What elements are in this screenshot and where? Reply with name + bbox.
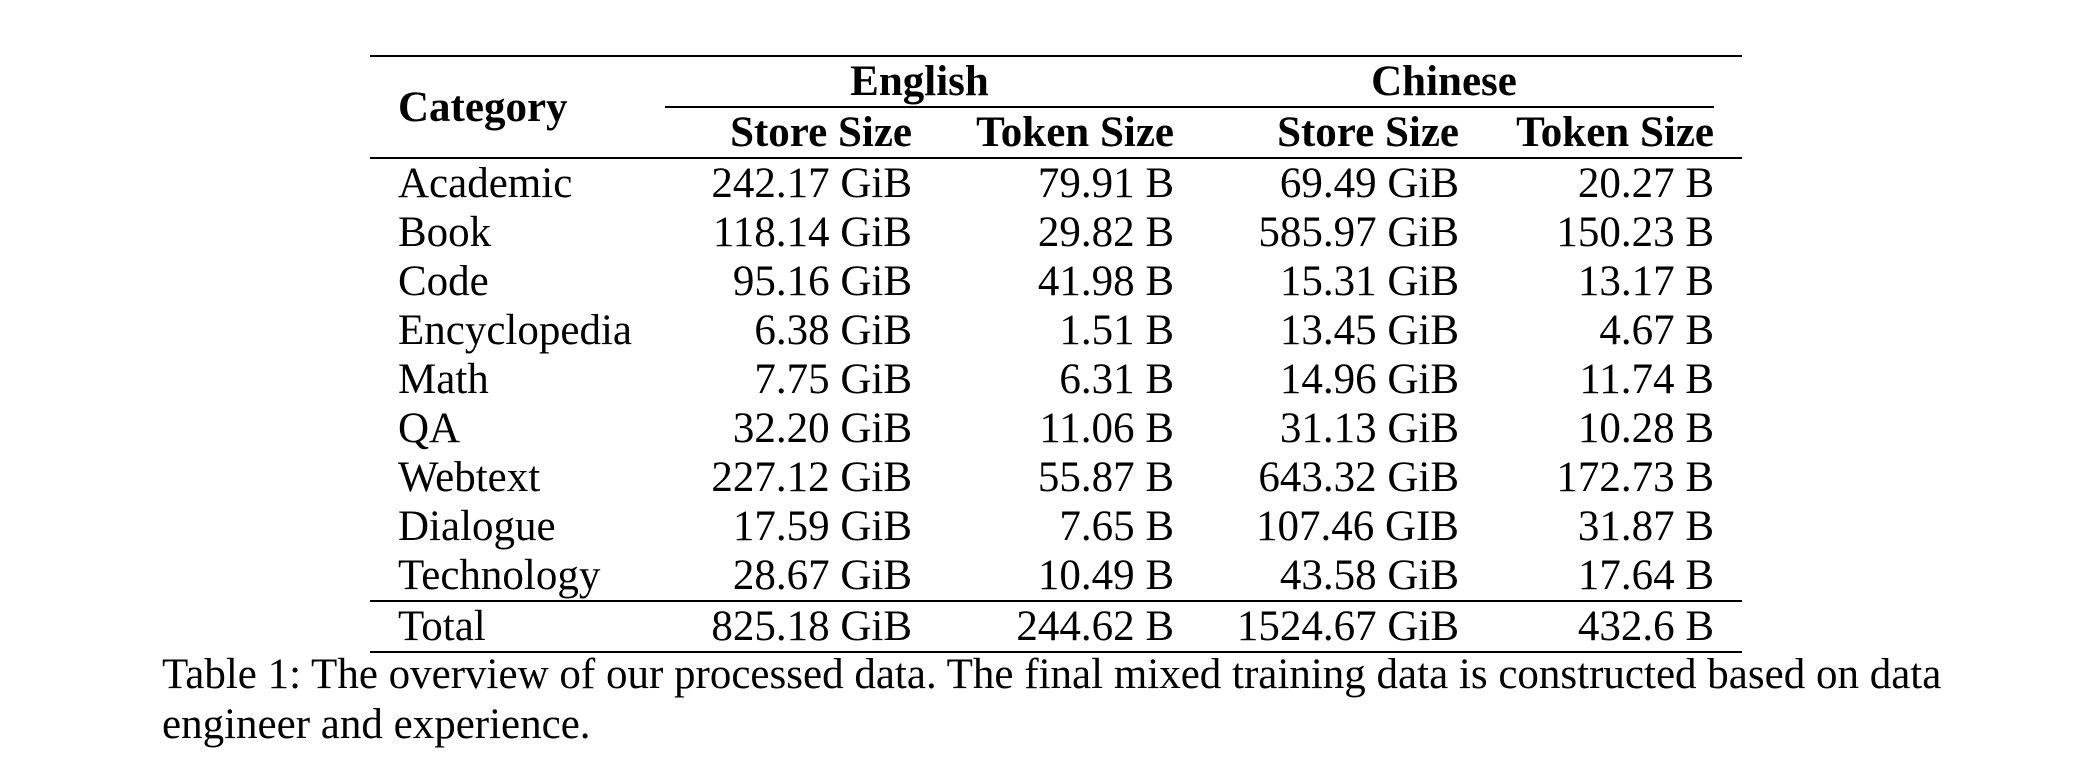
header-row-subheaders: Store Size Token Size Store Size Token S…	[370, 106, 1742, 159]
cell-english-store-size: 242.17 GiB	[711, 160, 912, 207]
cell-english-store-size: 6.38 GiB	[754, 307, 912, 354]
table-caption: Table 1: The overview of our processed d…	[162, 651, 1942, 748]
cell-english-store-size: 227.12 GiB	[711, 454, 912, 501]
row-pad-cell	[1714, 551, 1742, 601]
table-row: Technology 28.67 GiB 10.49 B 43.58 GiB 17.64…	[370, 551, 1742, 601]
cell-english-store-size: 17.59 GiB	[732, 503, 912, 550]
cell-chinese-store-size: 31.13 GiB	[1279, 405, 1459, 452]
table-row: Math 7.75 GiB 6.31 B 14.96 GiB 11.74 B	[370, 355, 1742, 404]
cell-category: Dialogue	[398, 503, 556, 550]
row-pad-cell	[1714, 453, 1742, 502]
table-body: Academic 242.17 GiB 79.91 B 69.49 GiB 20.27 …	[370, 158, 1742, 653]
cell-english-token-size: 1.51 B	[1059, 307, 1174, 354]
row-pad-cell	[1714, 306, 1742, 355]
row-pad-cell	[1714, 158, 1742, 208]
cell-chinese-token-size: 11.74 B	[1579, 356, 1714, 403]
subheader-english-store-size: Store Size	[665, 106, 912, 159]
cell-english-store-size: 28.67 GiB	[732, 552, 912, 599]
cell-chinese-store-size: 43.58 GiB	[1279, 552, 1459, 599]
cell-chinese-token-size: 31.87 B	[1577, 503, 1714, 550]
cell-chinese-store-size: 107.46 GIB	[1255, 503, 1459, 550]
cell-category: Total	[370, 600, 665, 653]
cell-english-token-size: 10.49 B	[1037, 552, 1174, 599]
cell-english-store-size: 118.14 GiB	[712, 209, 912, 256]
group-header-english: English	[665, 55, 1174, 107]
cell-english-store-size: 7.75 GiB	[754, 356, 912, 403]
cell-chinese-store-size: 585.97 GiB	[1258, 209, 1459, 256]
cell-chinese-token-size: 10.28 B	[1577, 405, 1714, 452]
cell-chinese-token-size: 4.67 B	[1599, 307, 1714, 354]
cell-english-token-size: 79.91 B	[1037, 160, 1174, 207]
cell-english-token-size: 55.87 B	[1037, 454, 1174, 501]
row-pad-cell	[1714, 257, 1742, 306]
cell-chinese-store-size: 643.32 GiB	[1258, 454, 1459, 501]
cell-english-token-size: 29.82 B	[1037, 209, 1174, 256]
cell-category: Book	[398, 209, 492, 256]
cell-english-store-size: 32.20 GiB	[732, 405, 912, 452]
cell-english-token-size: 244.62 B	[912, 600, 1174, 653]
table-row: Academic 242.17 GiB 79.91 B 69.49 GiB 20.27 …	[370, 158, 1742, 208]
cell-chinese-token-size: 20.27 B	[1577, 160, 1714, 207]
row-pad-cell	[1714, 600, 1742, 653]
row-pad-cell	[1714, 404, 1742, 453]
row-pad-cell	[1714, 355, 1742, 404]
cell-category: Encyclopedia	[398, 307, 633, 354]
subheader-chinese-token-size: Token Size	[1459, 106, 1714, 159]
table-row: Code 95.16 GiB 41.98 B 15.31 GiB 13.17 B	[370, 257, 1742, 306]
subheader-english-token-size: Token Size	[912, 106, 1174, 159]
cell-chinese-token-size: 172.73 B	[1556, 454, 1714, 501]
header-pad-cell	[1714, 107, 1742, 159]
cell-chinese-store-size: 1524.67 GiB	[1174, 600, 1459, 653]
cell-english-token-size: 41.98 B	[1037, 258, 1174, 305]
cell-english-store-size: 95.16 GiB	[732, 258, 912, 305]
table-row: Book 118.14 GiB 29.82 B 585.97 GiB 150.23 B	[370, 208, 1742, 257]
cell-category: Webtext	[398, 454, 541, 501]
cell-category: Code	[398, 258, 489, 305]
cell-category: Technology	[398, 552, 601, 599]
cell-english-store-size: 825.18 GiB	[665, 600, 912, 653]
cell-chinese-token-size: 13.17 B	[1577, 258, 1714, 305]
data-table: Category English Chinese Store Size Toke…	[370, 55, 1742, 653]
cell-chinese-token-size: 17.64 B	[1577, 552, 1714, 599]
cell-english-token-size: 11.06 B	[1039, 405, 1174, 452]
total-row: Total 825.18 GiB 244.62 B 1524.67 GiB 432.6 …	[370, 600, 1742, 653]
header-row-groups: Category English Chinese	[370, 55, 1742, 159]
header-pad-cell	[1714, 55, 1742, 107]
cell-chinese-token-size: 432.6 B	[1459, 600, 1714, 653]
category-header: Category	[370, 55, 665, 159]
cell-chinese-store-size: 13.45 GiB	[1279, 307, 1459, 354]
cell-category: Academic	[398, 160, 573, 207]
cell-chinese-store-size: 14.96 GiB	[1279, 356, 1459, 403]
row-pad-cell	[1714, 208, 1742, 257]
row-pad-cell	[1714, 502, 1742, 551]
table-row: QA 32.20 GiB 11.06 B 31.13 GiB 10.28 B	[370, 404, 1742, 453]
table-row: Encyclopedia 6.38 GiB 1.51 B 13.45 GiB 4.67 …	[370, 306, 1742, 355]
table-row: Webtext 227.12 GiB 55.87 B 643.32 GiB 172.73…	[370, 453, 1742, 502]
cell-category: Math	[398, 356, 489, 403]
table-row: Dialogue 17.59 GiB 7.65 B 107.46 GIB 31.87 B	[370, 502, 1742, 551]
cell-english-token-size: 7.65 B	[1059, 503, 1174, 550]
group-header-chinese: Chinese	[1174, 55, 1714, 107]
subheader-chinese-store-size: Store Size	[1174, 106, 1459, 159]
cell-chinese-store-size: 15.31 GiB	[1279, 258, 1459, 305]
cell-chinese-token-size: 150.23 B	[1556, 209, 1714, 256]
cell-english-token-size: 6.31 B	[1059, 356, 1174, 403]
cell-category: QA	[398, 405, 461, 452]
cell-chinese-store-size: 69.49 GiB	[1279, 160, 1459, 207]
